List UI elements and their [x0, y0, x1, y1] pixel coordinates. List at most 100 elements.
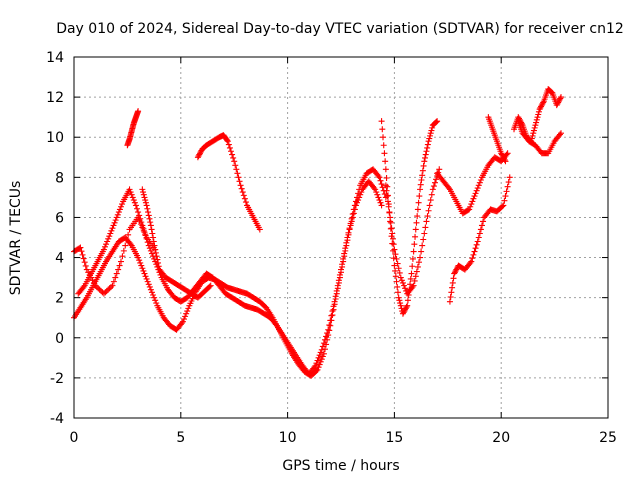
- data-point: [476, 179, 483, 186]
- data-point: [419, 172, 426, 179]
- data-point: [316, 361, 323, 368]
- data-point: [399, 310, 406, 317]
- data-point: [397, 300, 404, 307]
- data-point: [338, 266, 344, 273]
- data-point: [387, 225, 394, 232]
- data-point: [465, 207, 472, 214]
- series-track-3: [124, 108, 142, 149]
- data-point: [82, 262, 89, 269]
- data-point: [356, 186, 363, 193]
- chart-title: Day 010 of 2024, Sidereal Day-to-day VTE…: [56, 21, 624, 37]
- data-point: [382, 166, 389, 173]
- data-point: [195, 152, 202, 159]
- data-point: [420, 236, 427, 243]
- data-point: [556, 96, 563, 103]
- data-point: [539, 100, 546, 107]
- data-point: [145, 212, 152, 219]
- data-point: [419, 242, 426, 249]
- data-point: [117, 258, 124, 265]
- y-axis-label: SDTVAR / TECUs: [8, 181, 24, 296]
- data-point: [320, 350, 327, 357]
- data-point: [548, 89, 555, 96]
- data-point: [376, 174, 383, 181]
- data-point: [314, 366, 321, 373]
- data-point: [90, 279, 97, 286]
- x-axis-label: GPS time / hours: [282, 458, 399, 474]
- data-point: [153, 253, 160, 260]
- grid: [74, 57, 608, 418]
- data-point: [350, 206, 357, 213]
- data-point: [558, 130, 565, 137]
- data-point: [315, 354, 322, 361]
- data-point: [503, 188, 510, 195]
- data-point: [321, 336, 328, 343]
- data-point: [380, 142, 387, 149]
- data-point: [239, 189, 246, 196]
- data-point: [500, 154, 507, 161]
- data-point: [475, 234, 482, 241]
- data-point: [498, 151, 505, 158]
- data-point: [323, 333, 330, 340]
- data-point: [384, 192, 391, 199]
- data-point: [128, 191, 135, 198]
- data-point: [433, 176, 440, 183]
- data-point: [134, 205, 141, 212]
- data-point: [226, 144, 233, 151]
- data-point: [351, 202, 358, 209]
- data-point: [316, 352, 323, 359]
- data-point: [468, 258, 475, 265]
- y-tick-label: 4: [55, 251, 64, 267]
- data-point: [529, 132, 536, 139]
- data-point: [145, 281, 152, 288]
- data-point: [402, 306, 409, 313]
- data-point: [395, 294, 402, 301]
- data-point: [372, 186, 379, 193]
- data-point: [424, 141, 431, 148]
- data-point: [371, 185, 378, 192]
- data-point: [148, 289, 155, 296]
- data-point: [139, 224, 146, 231]
- data-point: [410, 248, 417, 255]
- data-point: [92, 282, 99, 289]
- data-point: [401, 282, 408, 289]
- data-point: [135, 214, 142, 221]
- data-point: [140, 267, 147, 274]
- data-point: [426, 202, 433, 209]
- data-point: [147, 219, 154, 226]
- data-point: [103, 241, 110, 248]
- data-point: [108, 227, 115, 234]
- data-point: [328, 312, 335, 319]
- data-point: [378, 181, 385, 188]
- data-point: [533, 116, 540, 123]
- data-point: [412, 226, 419, 233]
- data-point: [140, 189, 147, 196]
- data-point: [414, 263, 421, 270]
- data-point: [387, 219, 394, 226]
- data-point: [504, 183, 511, 190]
- data-point: [423, 148, 430, 155]
- data-point: [377, 199, 384, 206]
- data-point: [449, 279, 456, 286]
- data-point: [532, 122, 539, 129]
- data-point: [347, 220, 354, 227]
- data-point: [422, 151, 429, 158]
- data-point: [436, 166, 443, 173]
- data-point: [85, 269, 92, 276]
- data-point: [384, 183, 391, 190]
- data-point: [135, 254, 142, 261]
- data-point: [325, 326, 332, 333]
- data-point: [95, 285, 102, 292]
- data-point: [341, 250, 348, 257]
- data-point: [535, 108, 542, 115]
- data-point: [383, 187, 390, 194]
- data-point: [415, 259, 422, 266]
- data-point: [152, 297, 159, 304]
- data-point: [272, 321, 279, 328]
- data-point: [411, 277, 418, 284]
- data-point: [476, 230, 483, 237]
- data-point: [336, 271, 343, 278]
- data-point: [126, 186, 133, 193]
- data-point: [135, 108, 142, 115]
- data-point: [392, 267, 399, 274]
